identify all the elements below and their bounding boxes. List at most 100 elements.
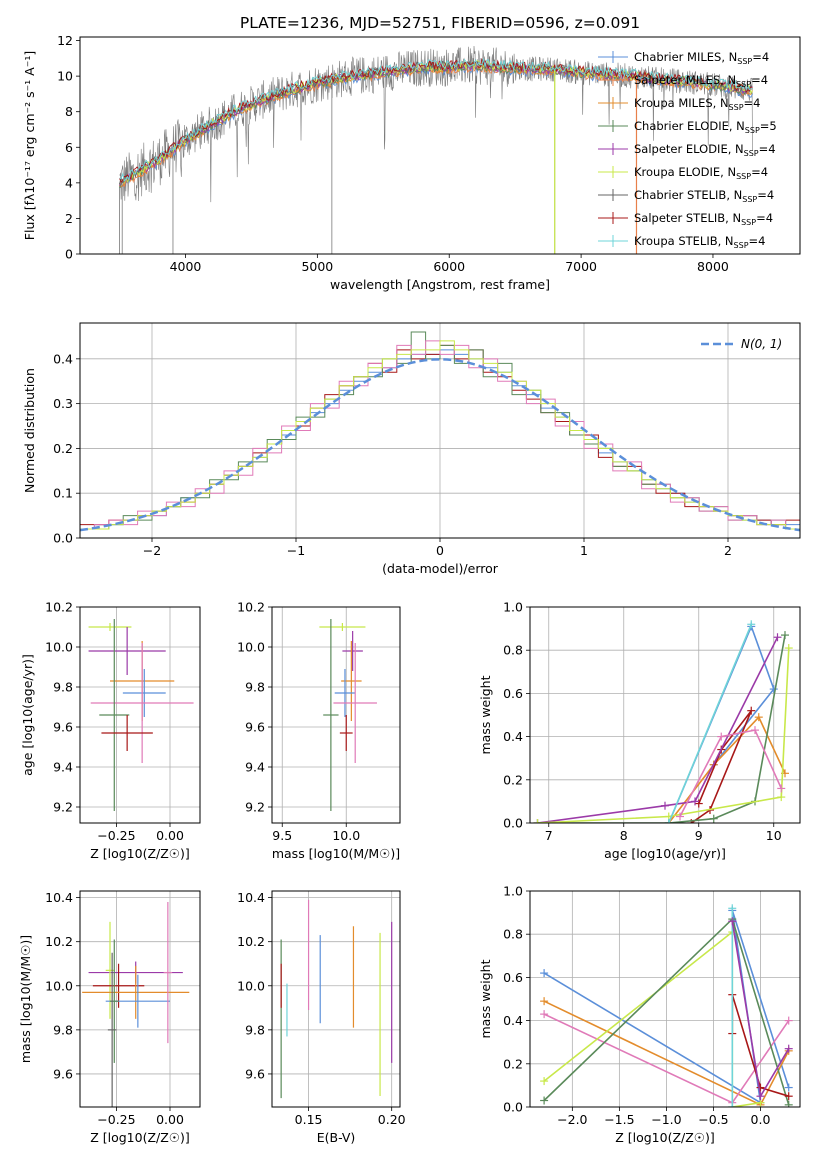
axes-frame <box>271 606 401 824</box>
legend-value: =4 <box>756 211 773 225</box>
x-tick-label: 0 <box>436 543 444 558</box>
y-tick-label: 9.8 <box>245 1022 265 1037</box>
data-point <box>769 685 778 694</box>
x-axis-label: age [log10(age/yr)] <box>604 846 726 861</box>
axes-frame <box>79 606 201 824</box>
errorbar-point <box>122 669 166 717</box>
model-spectrum-line <box>119 57 753 184</box>
x-tick-label: 9 <box>695 828 703 843</box>
age_vs_mass-panel: 9.5 10.0 9.2 9.4 9.6 9.8 10.0 10.2 mass [log10(M… <box>237 600 401 861</box>
y-tick-label: 9.6 <box>53 720 73 735</box>
x-tick-label: −0.25 <box>97 1112 135 1127</box>
chart-title: PLATE=1236, MJD=52751, FIBERID=0596, z=0… <box>240 14 640 32</box>
residuals-plot-area <box>80 331 800 532</box>
errorbar-point <box>333 643 377 763</box>
data-point <box>540 969 549 978</box>
data-point <box>728 1103 737 1107</box>
data-point <box>661 801 669 810</box>
series-line <box>537 647 790 823</box>
x-tick-label: −1.0 <box>651 1112 681 1127</box>
legend-label: Kroupa ELODIE, NSSP=4 <box>634 165 768 181</box>
axes-frame <box>79 36 801 255</box>
y-tick-label: 4 <box>65 175 73 190</box>
errorbar-point <box>323 619 339 811</box>
legend-model: Salpeter STELIB, N <box>634 211 741 225</box>
weight_vs_age-plot-area <box>533 620 793 823</box>
data-point <box>728 904 737 913</box>
y-tick-label: 0.0 <box>53 531 73 546</box>
legend-value: =4 <box>752 50 769 64</box>
y-tick-label: 10 <box>57 69 73 84</box>
x-tick-label: 6000 <box>433 259 465 274</box>
legend-sub: SSP <box>734 241 749 250</box>
y-tick-label: 9.8 <box>53 680 73 695</box>
y-tick-label: 12 <box>57 33 73 48</box>
y-tick-label: 0.8 <box>503 927 523 942</box>
errorbar-point <box>110 939 119 1063</box>
x-tick-label: 0.15 <box>295 1112 323 1127</box>
age_vs_Z-panel: −0.25 0.00 9.2 9.4 9.6 9.8 10.0 10.2 Z [log10(Z/… <box>20 600 201 861</box>
data-point <box>709 814 718 823</box>
data-point <box>784 1083 793 1092</box>
y-axis-label: mass [log10(M/M☉)] <box>18 935 33 1063</box>
legend-label: Kroupa MILES, NSSP=4 <box>634 96 760 112</box>
data-point <box>756 1083 765 1092</box>
x-tick-label: 7 <box>545 828 553 843</box>
y-tick-label: 0.0 <box>503 816 523 831</box>
y-tick-label: 9.8 <box>245 680 265 695</box>
legend-sub: SSP <box>742 195 757 204</box>
data-point <box>533 819 542 823</box>
y-tick-label: 0.3 <box>53 396 73 411</box>
data-point <box>781 631 789 640</box>
errorbar-point <box>334 669 356 717</box>
series-line <box>668 624 775 823</box>
legend-label: Chabrier MILES, NSSP=4 <box>634 50 769 66</box>
mass_vs_ebv-panel: 0.15 0.20 9.6 9.8 10.0 10.2 10.4 E(B-V) <box>237 890 405 1145</box>
data-point <box>691 797 699 806</box>
errorbar-point <box>105 921 115 1019</box>
data-point <box>784 1016 793 1025</box>
mass_vs_ebv-plot-area <box>280 899 393 1099</box>
series-line <box>537 636 779 823</box>
legend-sub: SSP <box>745 126 760 135</box>
y-tick-label: 0.2 <box>503 772 523 787</box>
legend-value: =4 <box>751 73 768 87</box>
x-tick-label: −0.5 <box>698 1112 728 1127</box>
x-tick-label: −1 <box>287 543 305 558</box>
mass_vs_Z-panel: −0.25 0.00 9.6 9.8 10.0 10.2 10.4 Z [log10(Z/Z☉… <box>18 890 201 1145</box>
x-tick-label: 10 <box>766 828 782 843</box>
x-tick-label: 2 <box>724 543 732 558</box>
y-tick-label: 0.4 <box>53 351 73 366</box>
spectrum-panel: 4000 5000 6000 7000 8000 0 2 4 6 8 10 12 wavelength … <box>22 14 801 292</box>
axes-frame <box>271 890 401 1108</box>
errorbar-point <box>82 965 190 1019</box>
legend-sub: SSP <box>736 80 751 89</box>
axes-frame <box>529 890 801 1108</box>
data-point <box>540 1077 549 1086</box>
legend-label: Kroupa STELIB, NSSP=4 <box>634 234 765 250</box>
legend-model: Salpeter ELODIE, N <box>634 142 744 156</box>
y-tick-label: 0 <box>65 247 73 262</box>
y-tick-label: 9.4 <box>53 760 73 775</box>
x-axis-label: wavelength [Angstrom, rest frame] <box>330 277 550 292</box>
data-point <box>540 1096 549 1105</box>
axes-frame <box>79 890 201 1108</box>
errorbar-point <box>341 641 362 721</box>
x-tick-label: −2.0 <box>557 1112 587 1127</box>
y-tick-label: 10.2 <box>45 934 73 949</box>
y-tick-label: 0.6 <box>503 686 523 701</box>
legend-model: Salpeter MILES, N <box>634 73 736 87</box>
y-tick-label: 10.4 <box>237 890 265 905</box>
x-tick-label: 9.5 <box>272 828 292 843</box>
data-point <box>784 1100 793 1107</box>
model-spectrum-line <box>119 60 753 185</box>
x-tick-label: 0.0 <box>751 1112 771 1127</box>
y-tick-label: 9.6 <box>245 720 265 735</box>
histogram-kroupa-elodie <box>80 340 800 530</box>
y-tick-label: 0.2 <box>53 441 73 456</box>
x-tick-label: 8 <box>620 828 628 843</box>
data-point <box>747 620 756 629</box>
legend-label: N(0, 1) <box>741 337 782 351</box>
legend-sub: SSP <box>729 103 744 112</box>
